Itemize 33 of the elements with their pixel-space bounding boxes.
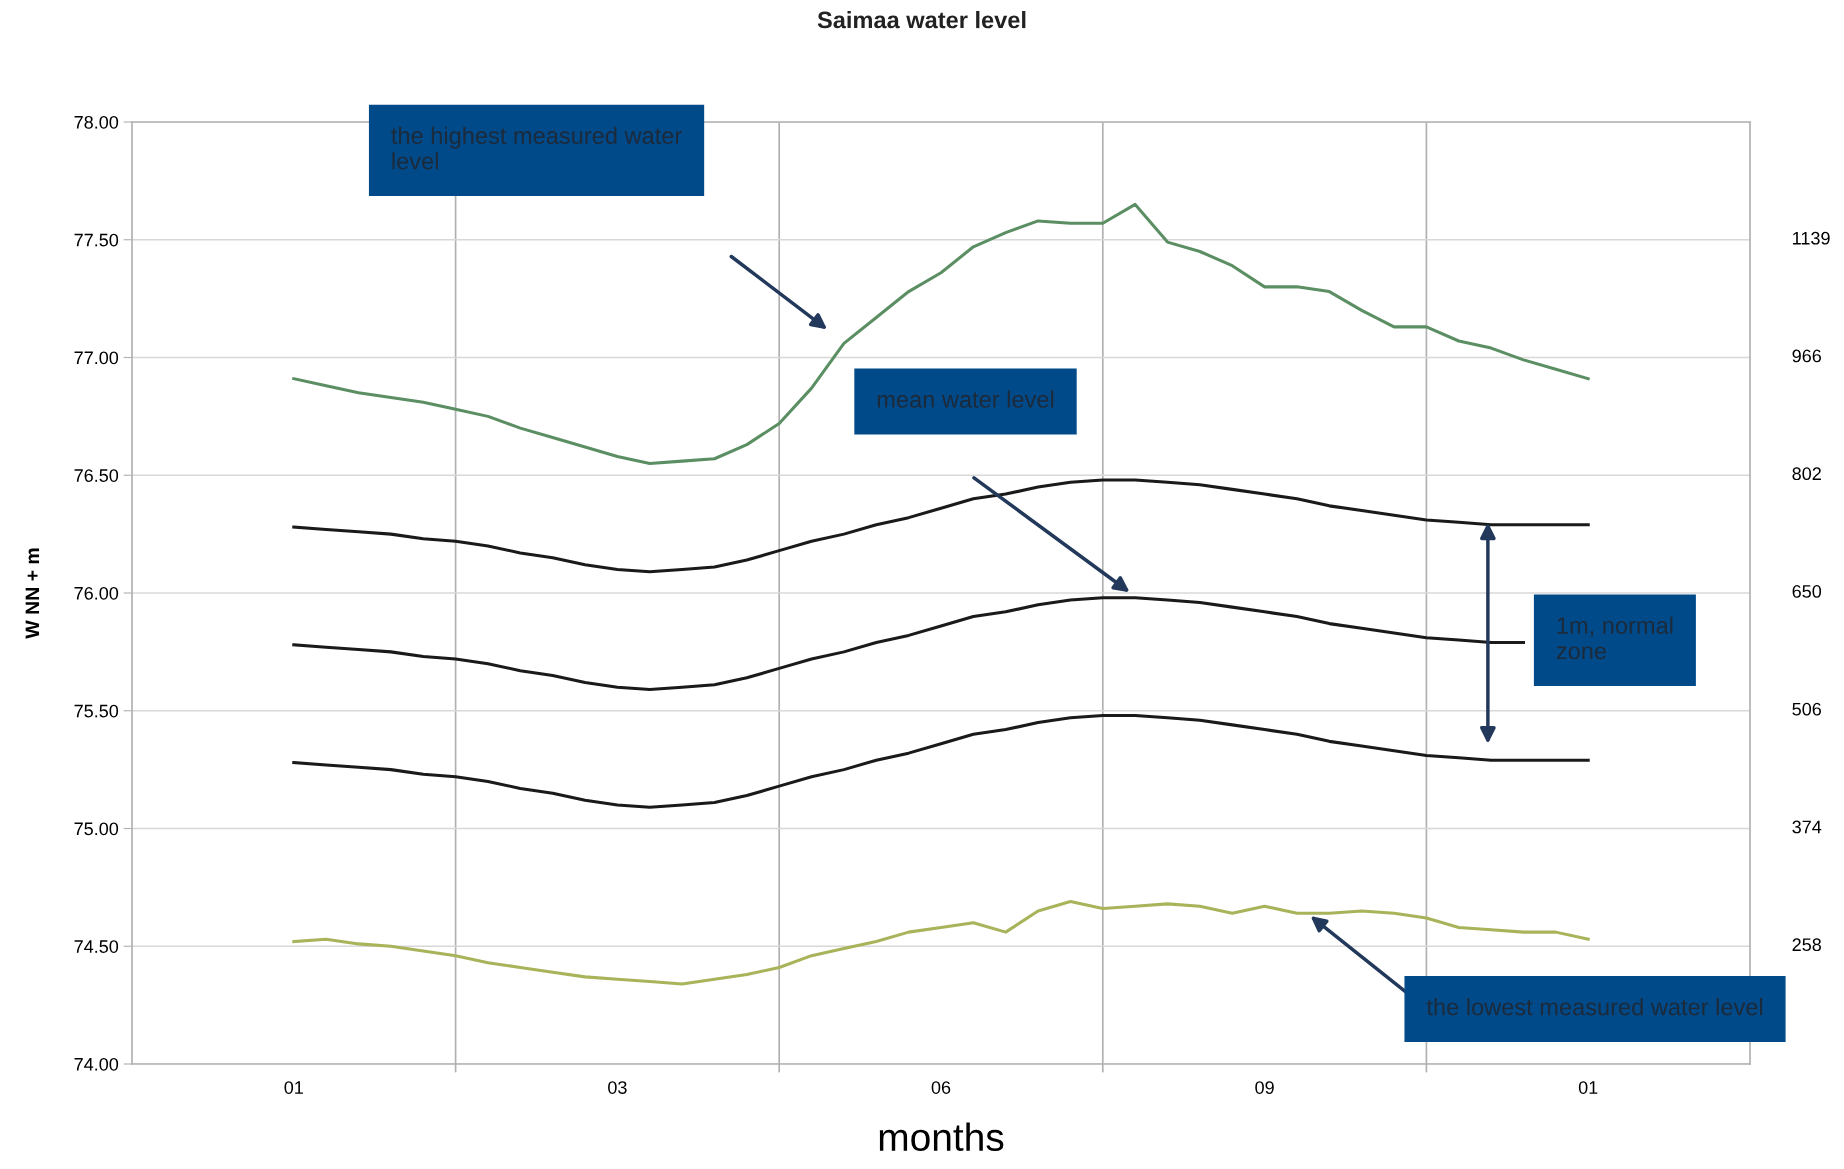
annotation: the lowest measured water level xyxy=(1426,998,1763,1016)
y-axis-title: W NN + m xyxy=(25,548,40,639)
x-tick-label: 03 xyxy=(608,1081,627,1094)
x-tick-label: 09 xyxy=(1255,1081,1274,1094)
y-tick-label: 74.50 xyxy=(74,940,119,953)
y-tick-label: 77.50 xyxy=(74,233,119,247)
x-axis-title: months xyxy=(879,1122,1004,1152)
y-tick-label: 75.00 xyxy=(74,822,119,836)
text: 802 xyxy=(1792,467,1821,481)
line-series xyxy=(292,713,1590,809)
line-series xyxy=(292,596,1526,692)
x-tick-label: 01 xyxy=(1578,1081,1598,1094)
x-tick-label: 06 xyxy=(931,1081,951,1094)
line-series xyxy=(292,478,1590,574)
y-tick-label: 75.50 xyxy=(74,704,119,718)
x-tick-label: 01 xyxy=(284,1081,303,1094)
y-tick-label: 77.00 xyxy=(74,351,119,365)
text: 966 xyxy=(1792,349,1821,363)
annotation: 1m, normal zone xyxy=(1556,616,1673,660)
text: 1139 xyxy=(1793,231,1830,245)
chart-title: Saimaa water level xyxy=(817,11,1026,29)
text: 258 xyxy=(1792,938,1822,952)
line-series xyxy=(292,202,1590,466)
y-tick-label: 76.50 xyxy=(74,469,119,482)
y-tick-label: 74.00 xyxy=(74,1057,119,1071)
text: 374 xyxy=(1792,820,1822,834)
line-series xyxy=(292,899,1590,986)
text: 650 xyxy=(1792,585,1822,598)
y-tick-label: 76.00 xyxy=(74,586,119,600)
text: 506 xyxy=(1792,702,1821,716)
annotation: the highest measured water level xyxy=(391,126,682,170)
annotation: mean water level xyxy=(877,390,1054,408)
y-tick-label: 78.00 xyxy=(74,115,119,129)
